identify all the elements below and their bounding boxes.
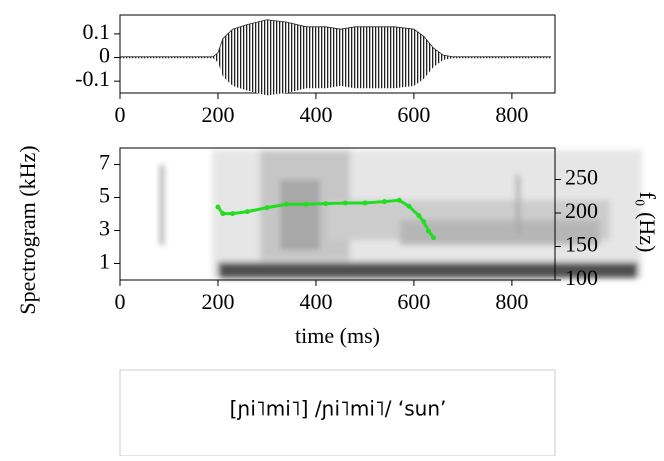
y2-tick-label: 200 xyxy=(565,198,598,223)
f0-point xyxy=(362,200,368,206)
f0-point xyxy=(303,201,309,207)
x-tick-label: 400 xyxy=(299,102,332,127)
f0-point xyxy=(342,200,348,206)
x-tick-label: 200 xyxy=(201,289,234,314)
y2-axis-label: f₀ (Hz) xyxy=(635,192,660,253)
y2-tick-label: 100 xyxy=(565,265,598,290)
f0-point xyxy=(284,201,290,207)
f0-point xyxy=(416,213,422,219)
x-tick-label: 600 xyxy=(397,102,430,127)
plot-frame xyxy=(119,147,556,281)
x-tick-label: 200 xyxy=(201,102,234,127)
f0-point xyxy=(382,199,388,205)
f0-point xyxy=(421,219,427,225)
f0-point xyxy=(406,203,412,209)
f0-point xyxy=(230,211,236,217)
waveform-envelope xyxy=(120,19,552,58)
y2-tick-label: 250 xyxy=(565,165,598,190)
y-tick-label: 0.1 xyxy=(83,19,111,44)
x-tick-label: 800 xyxy=(495,289,528,314)
f0-point xyxy=(215,204,221,210)
y-tick-label: 1 xyxy=(99,249,110,274)
f0-point xyxy=(244,209,250,215)
f0-point xyxy=(431,235,437,241)
y-tick-label: 5 xyxy=(99,183,110,208)
y-tick-label: -0.1 xyxy=(75,66,110,91)
x-tick-label: 0 xyxy=(115,102,126,127)
f0-point xyxy=(323,201,329,207)
y-axis-label: Spectrogram (kHz) xyxy=(15,145,40,314)
x-tick-label: 0 xyxy=(115,289,126,314)
y-tick-label: 3 xyxy=(99,216,110,241)
x-axis-label: time (ms) xyxy=(295,323,380,348)
plot-frame xyxy=(119,14,556,94)
waveform-fill xyxy=(120,19,552,96)
f0-point xyxy=(396,197,402,203)
f0-point xyxy=(220,211,226,217)
f0-point xyxy=(426,228,432,234)
x-tick-label: 400 xyxy=(299,289,332,314)
x-tick-label: 600 xyxy=(397,289,430,314)
caption: [ɲi˥mi˥] /ɲi˥mi˥/ ‘sun’ xyxy=(230,397,447,421)
x-tick-label: 800 xyxy=(495,102,528,127)
y2-tick-label: 150 xyxy=(565,232,598,257)
y-tick-label: 7 xyxy=(99,150,110,175)
f0-point xyxy=(264,205,270,211)
y-tick-label: 0 xyxy=(99,43,110,68)
